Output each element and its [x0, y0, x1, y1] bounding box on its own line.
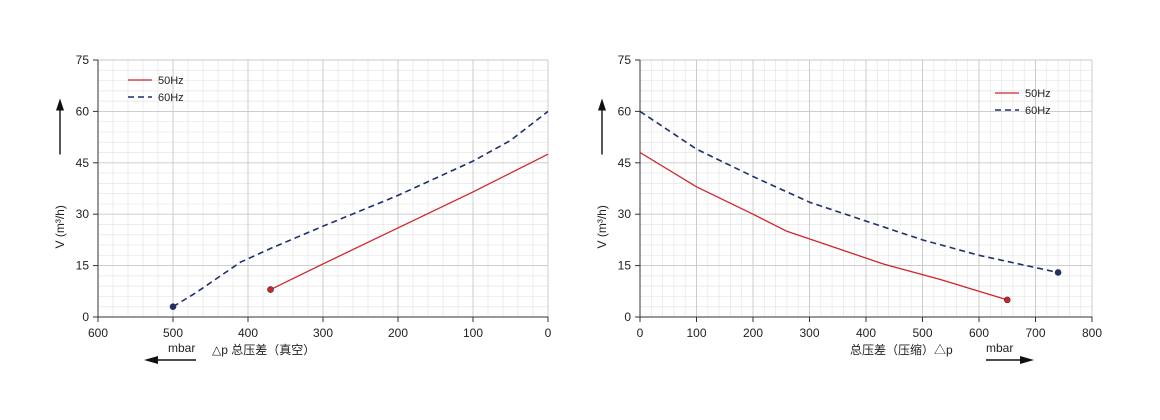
series-endpoint-60hz — [1054, 269, 1062, 276]
series-line-50hz — [270, 153, 549, 291]
series-endpoint-50hz — [1003, 296, 1011, 304]
y-tick-label: 30 — [618, 207, 632, 221]
x-tick-label: 600 — [969, 326, 989, 340]
y-tick-label: 15 — [76, 259, 90, 273]
legend-label-50hz: 50Hz — [1025, 88, 1051, 100]
y-tick-label: 0 — [624, 310, 631, 324]
x-tick-label: 500 — [163, 326, 183, 340]
y-tick-label: 75 — [76, 53, 90, 67]
series-endpoint-50hz — [267, 286, 274, 293]
x-tick-label: 200 — [743, 326, 763, 340]
series-line-60hz — [172, 110, 549, 308]
y-axis-arrow-head — [56, 98, 64, 111]
y-tick-label: 45 — [618, 156, 632, 170]
series-endpoint-60hz — [169, 303, 177, 311]
y-tick-label: 30 — [76, 207, 90, 221]
y-axis-arrow-head — [598, 98, 606, 111]
x-axis-label: △p 总压差（真空） — [212, 343, 315, 357]
series-line-50hz — [639, 151, 1008, 301]
y-tick-label: 45 — [76, 156, 90, 170]
x-tick-label: 0 — [637, 326, 644, 340]
x-tick-label: 300 — [799, 326, 819, 340]
y-tick-label: 60 — [76, 104, 90, 118]
x-axis-arrow-head — [1020, 356, 1034, 364]
legend-label-60hz: 60Hz — [1025, 105, 1051, 117]
x-tick-label: 400 — [856, 326, 876, 340]
y-tick-label: 75 — [618, 53, 632, 67]
x-tick-label: 500 — [912, 326, 932, 340]
x-axis-arrow-head — [144, 356, 158, 364]
x-axis-label: 总压差（压缩）△p — [850, 342, 953, 357]
x-tick-label: 200 — [388, 326, 408, 340]
y-axis-label: V (m³/h) — [595, 205, 609, 248]
legend-label-50hz: 50Hz — [158, 75, 184, 87]
y-tick-label: 15 — [618, 259, 632, 273]
x-tick-label: 400 — [238, 326, 258, 340]
x-tick-label: 100 — [686, 326, 706, 340]
y-axis-label: V (m³/h) — [53, 205, 67, 248]
x-axis-unit: mbar — [986, 341, 1013, 355]
x-tick-label: 600 — [88, 326, 108, 340]
x-tick-label: 800 — [1082, 326, 1102, 340]
x-tick-label: 0 — [545, 326, 552, 340]
y-tick-label: 0 — [82, 310, 89, 324]
x-tick-label: 300 — [313, 326, 333, 340]
x-tick-label: 100 — [463, 326, 483, 340]
series-line-60hz — [639, 110, 1059, 274]
legend-label-60hz: 60Hz — [158, 92, 184, 104]
x-tick-label: 700 — [1025, 326, 1045, 340]
chart-panel-1: 0 15 30 45 60 75 600 500 400 300 200 100 0 V (m³/h) mb… — [53, 53, 552, 364]
x-axis-unit: mbar — [168, 341, 195, 355]
y-tick-label: 60 — [618, 104, 632, 118]
chart-panel-2: 0 15 30 45 60 75 0 100 200 300 400 500 600 700 800 V (m… — [595, 53, 1102, 364]
